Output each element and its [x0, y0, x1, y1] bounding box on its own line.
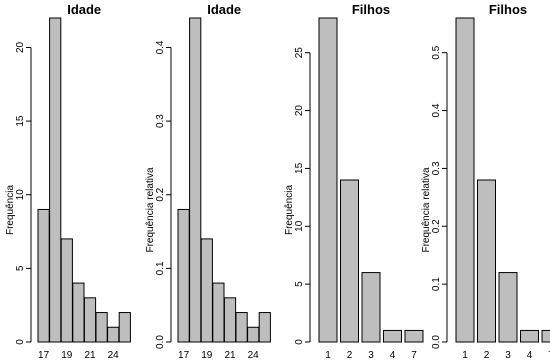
- y-tick-label: 5: [15, 265, 26, 271]
- bar: [60, 238, 73, 343]
- x-tick-label: 1: [462, 350, 468, 361]
- bar: [258, 312, 271, 343]
- bar: [404, 329, 424, 343]
- bar: [455, 17, 475, 343]
- y-tick-label: 10: [294, 220, 305, 232]
- bar: [340, 179, 359, 343]
- bar: [83, 297, 97, 343]
- x-tick-label: 3: [505, 350, 511, 361]
- y-tick-label: 25: [294, 47, 305, 59]
- bar: [200, 238, 213, 343]
- y-axis-label: Frequência relativa: [145, 167, 156, 252]
- y-tick-label: 0: [294, 339, 305, 345]
- y-tick-label: 0.5: [431, 45, 442, 59]
- y-tick-label: 15: [15, 115, 26, 127]
- y-tick-label: 0.2: [431, 219, 442, 233]
- bar: [235, 312, 248, 343]
- bar: [72, 282, 85, 343]
- x-tick-label: 19: [61, 350, 73, 361]
- chart-title: Idade: [207, 2, 241, 17]
- y-axis-label: Frequência: [5, 185, 16, 235]
- bar: [361, 272, 381, 343]
- bar: [223, 297, 237, 343]
- bar: [541, 329, 550, 343]
- y-tick-label: 0.1: [155, 261, 166, 275]
- bar: [118, 312, 131, 343]
- y-axis-label: Frequência: [284, 185, 295, 235]
- bar: [520, 329, 539, 343]
- y-tick-label: 20: [15, 41, 26, 53]
- bar: [318, 17, 338, 343]
- x-tick-label: 3: [368, 350, 374, 361]
- x-tick-label: 2: [484, 350, 490, 361]
- bar: [477, 179, 496, 343]
- x-tick-label: 7: [548, 350, 550, 361]
- x-tick-label: 21: [224, 350, 236, 361]
- y-tick-label: 20: [294, 105, 305, 117]
- y-tick-label: 10: [15, 189, 26, 201]
- x-tick-label: 17: [38, 350, 50, 361]
- bar: [212, 282, 225, 343]
- x-tick-label: 7: [411, 350, 417, 361]
- y-tick-label: 15: [294, 162, 305, 174]
- chart-title: Filhos: [352, 2, 390, 17]
- x-tick-label: 24: [108, 350, 120, 361]
- y-tick-label: 0.0: [155, 335, 166, 349]
- y-tick-label: 0.1: [431, 277, 442, 291]
- bar: [498, 272, 518, 343]
- y-axis-label: Frequência relativa: [421, 167, 432, 252]
- x-tick-label: 4: [527, 350, 533, 361]
- bar: [107, 326, 120, 343]
- bar: [95, 312, 108, 343]
- y-tick-label: 0.4: [431, 103, 442, 117]
- bar: [247, 326, 260, 343]
- x-tick-label: 24: [248, 350, 260, 361]
- y-tick-label: 5: [294, 281, 305, 287]
- bar: [177, 208, 190, 343]
- y-tick-label: 0: [15, 339, 26, 345]
- bar: [383, 329, 402, 343]
- y-tick-label: 0.2: [155, 187, 166, 201]
- chart-title: Filhos: [489, 2, 527, 17]
- bar: [37, 208, 50, 343]
- y-tick-label: 0.3: [155, 114, 166, 128]
- x-tick-label: 21: [84, 350, 96, 361]
- bar: [49, 17, 62, 343]
- x-tick-label: 4: [390, 350, 396, 361]
- chart-title: Idade: [67, 2, 101, 17]
- y-tick-label: 0.0: [431, 335, 442, 349]
- x-tick-label: 19: [201, 350, 213, 361]
- y-tick-label: 0.4: [155, 40, 166, 54]
- x-tick-label: 2: [347, 350, 353, 361]
- y-tick-label: 0.3: [431, 161, 442, 175]
- bar: [189, 17, 202, 343]
- x-tick-label: 17: [178, 350, 190, 361]
- x-tick-label: 1: [325, 350, 331, 361]
